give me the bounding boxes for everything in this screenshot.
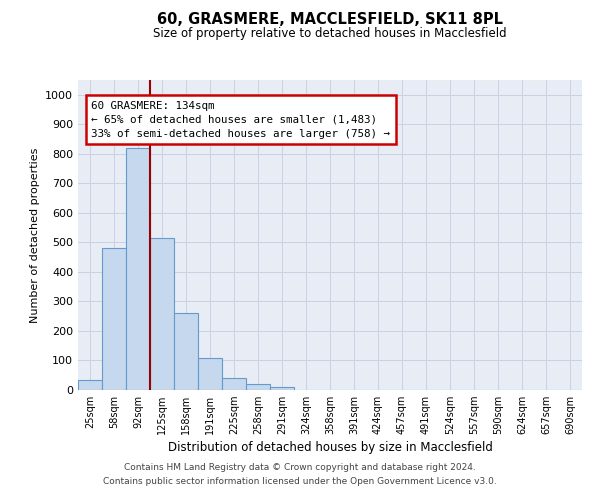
Text: 60, GRASMERE, MACCLESFIELD, SK11 8PL: 60, GRASMERE, MACCLESFIELD, SK11 8PL (157, 12, 503, 28)
Bar (198, 358, 222, 390)
Bar (78, 380, 102, 390)
Text: Contains HM Land Registry data © Crown copyright and database right 2024.: Contains HM Land Registry data © Crown c… (124, 464, 476, 472)
Bar (150, 238, 174, 390)
Text: Contains public sector information licensed under the Open Government Licence v3: Contains public sector information licen… (103, 477, 497, 486)
Bar (126, 148, 150, 390)
Y-axis label: Number of detached properties: Number of detached properties (29, 148, 40, 322)
Text: 60 GRASMERE: 134sqm
← 65% of detached houses are smaller (1,483)
33% of semi-det: 60 GRASMERE: 134sqm ← 65% of detached ho… (91, 100, 390, 138)
X-axis label: Distribution of detached houses by size in Macclesfield: Distribution of detached houses by size … (167, 442, 493, 454)
Bar (270, 387, 294, 390)
Text: Size of property relative to detached houses in Macclesfield: Size of property relative to detached ho… (153, 28, 507, 40)
Bar (246, 384, 270, 390)
Bar (102, 248, 126, 390)
Bar (222, 378, 246, 390)
Bar (174, 312, 198, 390)
